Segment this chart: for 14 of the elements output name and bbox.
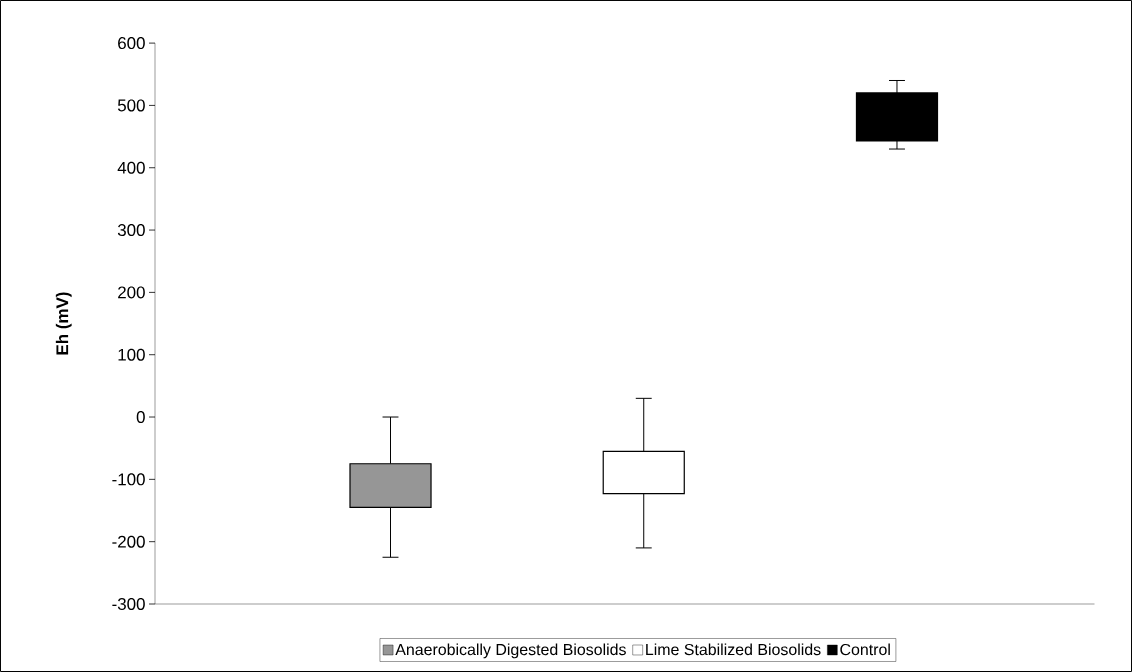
y-tick-label: 200 — [118, 286, 145, 299]
y-tick-label: -100 — [112, 473, 145, 486]
legend-label: Anaerobically Digested Biosolids — [395, 643, 626, 659]
y-tick-label: 100 — [118, 348, 145, 361]
y-tick-label: 300 — [117, 224, 145, 237]
legend-label: Lime Stabilized Biosolids — [646, 643, 821, 656]
y-tick-label: -300 — [112, 598, 145, 610]
y-tick-label: 0 — [136, 411, 145, 424]
y-axis-title: Eh (mV) — [55, 292, 72, 355]
legend-label: Control — [840, 643, 890, 656]
y-tick-label: 400 — [117, 161, 145, 174]
y-tick-label: 500 — [117, 99, 145, 112]
y-tick-label: -200 — [112, 535, 145, 548]
y-tick-label: 600 — [118, 37, 145, 50]
